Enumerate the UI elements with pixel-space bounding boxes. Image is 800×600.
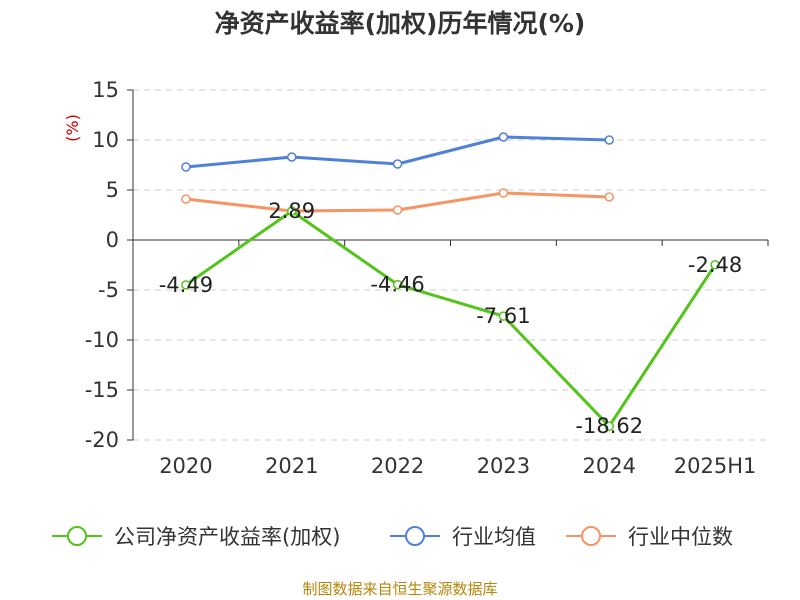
data-point (498, 188, 509, 198)
data-point (498, 311, 509, 321)
x-tick-label: 2024 (583, 454, 636, 478)
data-label: -2.48 (688, 253, 742, 277)
data-point (392, 279, 403, 290)
legend-label: 公司净资产收益率(加权) (114, 525, 340, 549)
legend-marker (581, 526, 601, 546)
y-tick-label: 0 (106, 228, 119, 252)
series-group (181, 132, 720, 431)
y-tick-label: -10 (85, 328, 119, 352)
x-tick-label: 2023 (477, 454, 530, 478)
data-point (604, 135, 614, 145)
data-label: 2.89 (268, 199, 315, 223)
data-point (604, 192, 614, 202)
data-point (710, 260, 720, 270)
data-label: -4.49 (159, 273, 213, 297)
grid-lines (133, 89, 768, 441)
x-tick-label: 2022 (371, 454, 424, 478)
source-note: 制图数据来自恒生聚源数据库 (302, 580, 497, 598)
data-point (287, 152, 297, 162)
y-tick-label: 15 (92, 78, 119, 102)
data-labels: -4.49 2.89 -4.46 -7.61 -18.62 -2.48 (159, 199, 743, 438)
data-point (392, 205, 403, 215)
legend: 公司净资产收益率(加权) 行业均值 行业中位数 (52, 525, 733, 549)
data-point (392, 159, 403, 169)
data-point (181, 162, 191, 172)
y-axis-label: (%) (63, 114, 82, 142)
data-label: -18.62 (575, 414, 643, 438)
data-point (181, 280, 191, 290)
legend-label: 行业中位数 (628, 525, 733, 549)
x-tick-label: 2025H1 (674, 454, 757, 478)
legend-marker (67, 526, 87, 546)
series-line (185, 209, 717, 428)
y-tick-label: -20 (85, 428, 119, 452)
data-point (604, 421, 614, 431)
data-point (498, 132, 509, 142)
y-tick-label: 10 (92, 128, 119, 152)
y-tick-label: 5 (106, 178, 119, 202)
data-point (287, 206, 297, 216)
chart-title: 净资产收益率(加权)历年情况(%) (215, 9, 586, 38)
x-tick-label: 2020 (159, 454, 212, 478)
x-tick-label: 2021 (265, 454, 318, 478)
legend-label: 行业均值 (452, 525, 536, 549)
y-tick-label: -5 (98, 278, 119, 302)
data-label: -4.46 (370, 273, 424, 297)
data-label: -7.61 (476, 304, 530, 328)
legend-marker (405, 526, 425, 546)
axes: 15 10 5 0 -5 -10 -15 -20 2020 2021 2022 2023 2024 202… (85, 78, 769, 478)
data-point (181, 194, 191, 204)
y-tick-label: -15 (85, 378, 119, 402)
